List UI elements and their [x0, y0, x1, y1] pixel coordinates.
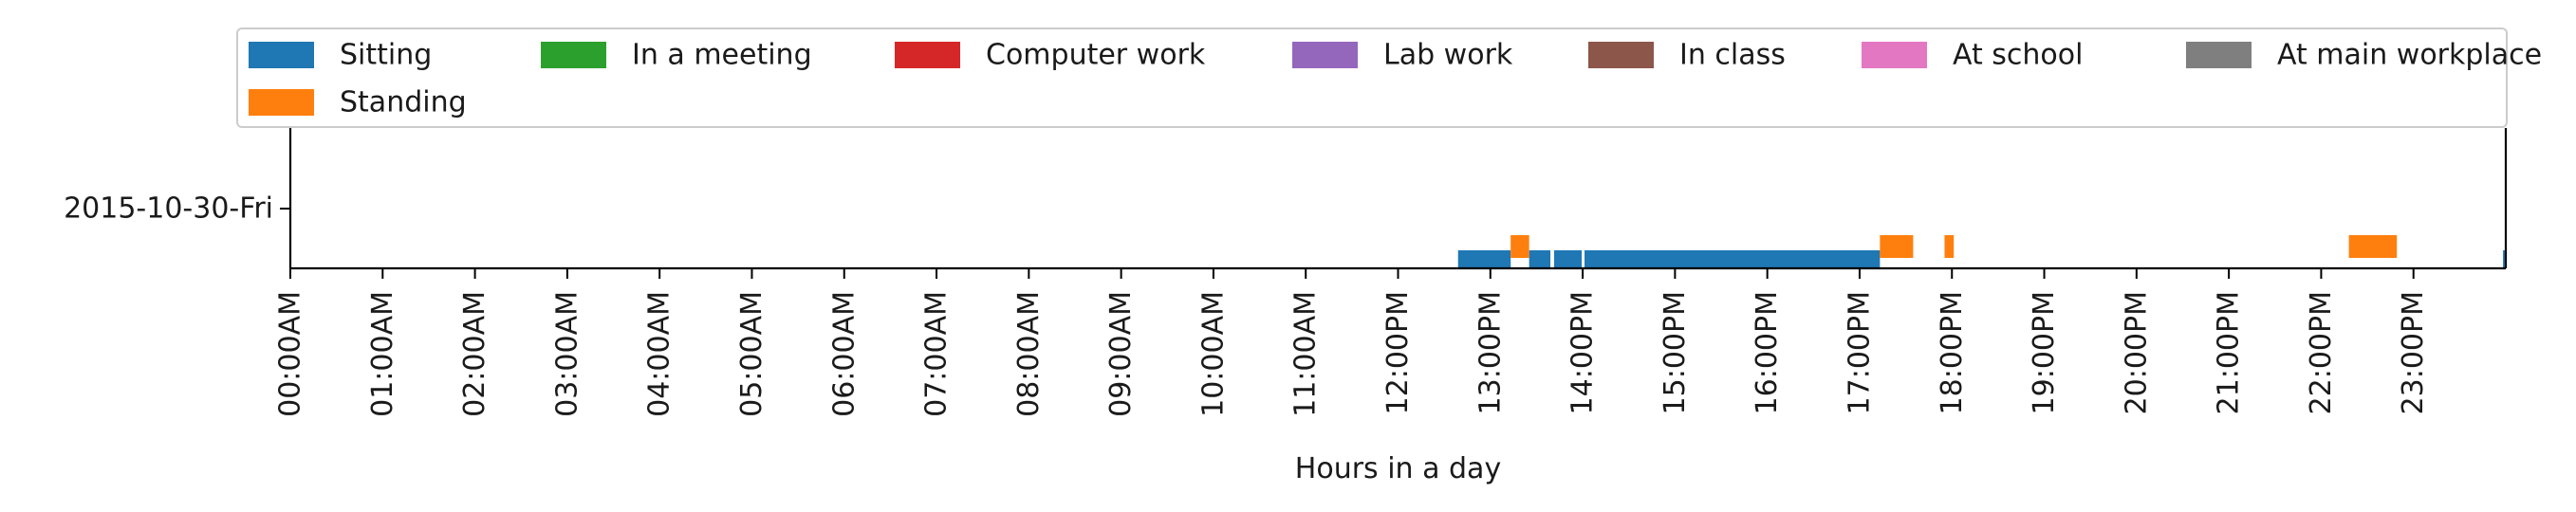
legend-label-at-school: At school	[1953, 39, 2083, 72]
legend-label-standing: Standing	[340, 86, 467, 119]
x-tick-label-14: 14:00PM	[1566, 291, 1600, 414]
x-tick-label-22: 22:00PM	[2305, 291, 2338, 414]
x-tick-label-19: 19:00PM	[2028, 291, 2061, 414]
legend-swatch-computer-work	[895, 42, 960, 68]
legend-swatch-standing	[249, 89, 314, 116]
x-tick-label-20: 20:00PM	[2120, 291, 2153, 414]
legend-swatch-at-main-workplace	[2186, 42, 2252, 68]
legend-swatch-in-a-meeting	[541, 42, 606, 68]
legend-label-in-a-meeting: In a meeting	[632, 39, 812, 72]
bar-standing-3	[2348, 235, 2398, 258]
x-tick-label-18: 18:00PM	[1936, 291, 1969, 414]
x-tick-label-8: 08:00AM	[1012, 291, 1046, 417]
x-tick-label-16: 16:00PM	[1751, 291, 1784, 414]
x-tick-label-1: 01:00AM	[366, 291, 399, 417]
bar-sitting-1	[1529, 250, 1551, 268]
bar-standing-2	[1944, 235, 1955, 258]
legend-entries: Sitting Standing In a meeting Computer work…	[249, 39, 2542, 119]
legend-swatch-sitting	[249, 42, 314, 68]
legend-swatch-in-class	[1588, 42, 1654, 68]
legend-swatch-lab-work	[1292, 42, 1358, 68]
x-tick-label-17: 17:00PM	[1843, 291, 1876, 414]
x-tick-label-12: 12:00PM	[1381, 291, 1415, 414]
activity-bars	[1457, 235, 2506, 268]
bar-sitting-3	[1585, 250, 1881, 268]
legend-label-sitting: Sitting	[340, 39, 432, 72]
legend-label-at-main-workplace: At main workplace	[2277, 39, 2542, 72]
x-tick-label-2: 02:00AM	[458, 291, 491, 417]
plot-area: 00:00AM 01:00AM 02:00AM 03:00AM 04:00AM 05:00…	[64, 128, 2508, 485]
x-tick-label-11: 11:00AM	[1289, 291, 1323, 417]
legend-label-in-class: In class	[1679, 39, 1786, 72]
bar-sitting-0	[1457, 250, 1511, 268]
x-tick-label-7: 07:00AM	[920, 291, 954, 417]
x-tick-label-5: 05:00AM	[735, 291, 769, 417]
bar-sitting-2	[1553, 250, 1583, 268]
x-tick-label-23: 23:00PM	[2397, 291, 2430, 414]
x-tick-label-6: 06:00AM	[827, 291, 861, 417]
x-axis-title: Hours in a day	[1295, 452, 1501, 485]
bar-sitting-4	[2503, 250, 2506, 268]
x-tick-label-10: 10:00AM	[1196, 291, 1230, 417]
legend-label-computer-work: Computer work	[986, 39, 1206, 72]
y-tick-label-0: 2015-10-30-Fri	[64, 192, 273, 226]
x-tick-label-3: 03:00AM	[550, 291, 584, 417]
y-axis-ticks: 2015-10-30-Fri	[64, 192, 290, 226]
legend-frame	[236, 27, 2508, 128]
chart-legend: Sitting Standing In a meeting Computer work…	[236, 27, 2542, 128]
legend-label-lab-work: Lab work	[1383, 39, 1513, 72]
x-tick-label-21: 21:00PM	[2213, 291, 2246, 414]
bar-standing-0	[1510, 235, 1529, 258]
x-axis-ticks: 00:00AM 01:00AM 02:00AM 03:00AM 04:00AM 05:00…	[274, 268, 2430, 417]
bar-standing-1	[1880, 235, 1914, 258]
x-tick-label-4: 04:00AM	[643, 291, 676, 417]
x-tick-label-13: 13:00PM	[1473, 291, 1507, 414]
legend-swatch-at-school	[1862, 42, 1927, 68]
x-tick-label-15: 15:00PM	[1659, 291, 1692, 414]
x-tick-label-0: 00:00AM	[274, 291, 307, 417]
x-tick-label-9: 09:00AM	[1104, 291, 1138, 417]
